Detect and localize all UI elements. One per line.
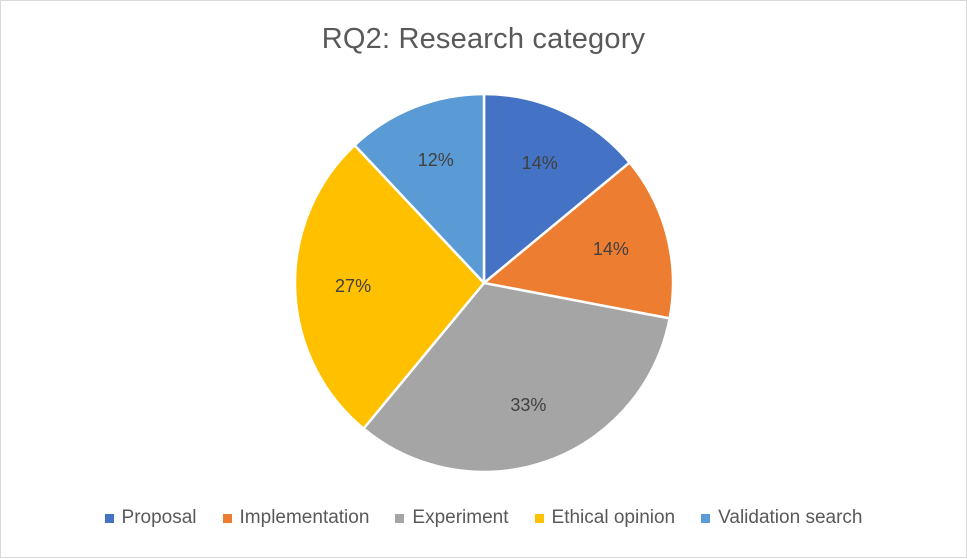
pie-slice-proposal — [482, 92, 631, 285]
chart-title: RQ2: Research category — [321, 23, 646, 55]
data-label-proposal: 14% — [522, 153, 558, 173]
pie-slice-experiment — [362, 281, 671, 474]
pie-slices — [293, 92, 675, 474]
legend-label: Validation search — [718, 507, 863, 528]
legend: Proposal Implementation Experiment Ethical … — [1, 507, 966, 529]
pie-slice-ethical-opinion — [293, 143, 486, 430]
data-label-validation-search: 12% — [418, 150, 454, 170]
pie-slice-implementation — [482, 161, 675, 320]
legend-label: Ethical opinion — [551, 507, 676, 528]
legend-label: Experiment — [412, 507, 509, 528]
legend-item-proposal: Proposal — [104, 507, 197, 529]
legend-item-experiment: Experiment — [395, 507, 509, 529]
pie-data-labels: 14% 14% 33% 27% 12% — [335, 150, 629, 415]
legend-swatch — [395, 513, 405, 523]
legend-swatch — [701, 513, 711, 523]
legend-swatch — [222, 513, 232, 523]
data-label-implementation: 14% — [593, 239, 629, 259]
legend-swatch — [104, 513, 114, 523]
legend-item-implementation: Implementation — [222, 507, 370, 529]
legend-swatch — [534, 513, 544, 523]
data-label-experiment: 33% — [510, 395, 546, 415]
data-label-ethical-opinion: 27% — [335, 276, 371, 296]
legend-label: Implementation — [239, 507, 370, 528]
legend-label: Proposal — [121, 507, 197, 528]
legend-item-ethical-opinion: Ethical opinion — [534, 507, 676, 529]
pie-slice-validation-search — [353, 92, 486, 285]
legend-item-validation-search: Validation search — [701, 507, 862, 529]
